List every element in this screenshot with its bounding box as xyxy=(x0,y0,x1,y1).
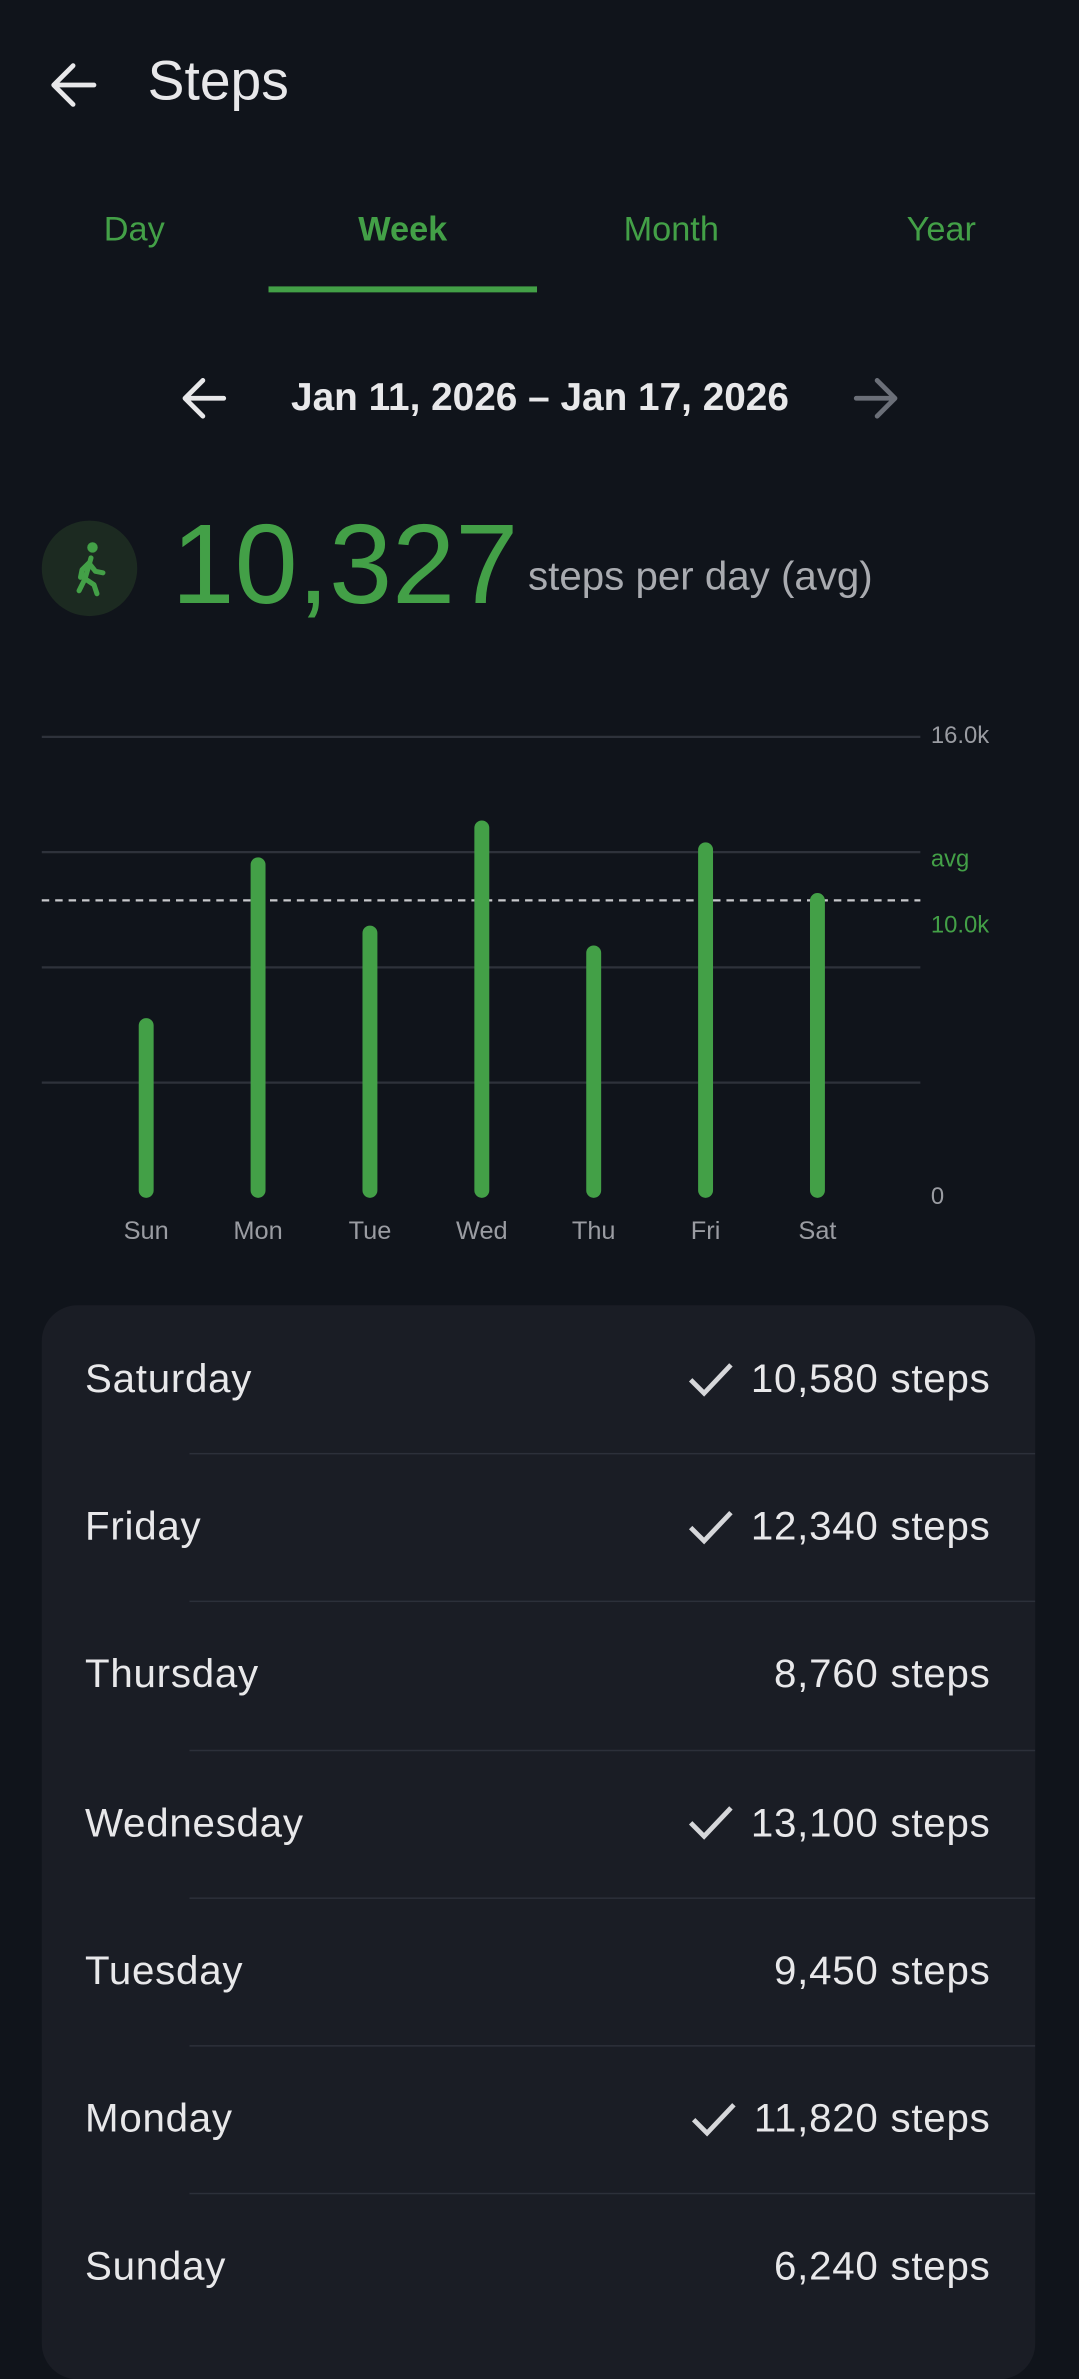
day-row[interactable]: Saturday 10,580 steps xyxy=(42,1305,1035,1453)
tab-bar: Day Week Month Year xyxy=(104,210,976,293)
y-tick-label: 10.0k xyxy=(931,911,989,938)
bar xyxy=(809,893,825,1198)
screen-title: Steps xyxy=(148,50,289,112)
day-row[interactable]: Tuesday 9,450 steps xyxy=(42,1897,1036,2045)
day-name: Monday xyxy=(85,2095,233,2141)
average-unit: steps per day (avg) xyxy=(528,553,873,598)
day-steps-group: 10,580 steps xyxy=(688,1356,990,1402)
check-mark xyxy=(689,1806,734,1840)
next-range[interactable] xyxy=(853,377,898,419)
bar xyxy=(362,925,378,1198)
day-steps-group: 6,240 steps xyxy=(774,2244,990,2290)
goal-check xyxy=(689,1510,734,1545)
bar xyxy=(698,842,714,1198)
goal-check xyxy=(689,1806,734,1840)
goal-check xyxy=(689,1362,734,1397)
day-steps-group: 11,820 steps xyxy=(691,2096,990,2142)
day-steps: 6,240 steps xyxy=(774,2243,991,2289)
steps-chart: 0 10.0k 16.0k avg Sun Mon Tue Wed Thu Fri Sat xyxy=(41,722,989,1245)
prev-arrow xyxy=(182,377,227,419)
day-steps: 9,450 steps xyxy=(774,1947,991,1993)
x-tick-label: Sun xyxy=(124,1217,169,1245)
day-row[interactable]: Friday 12,340 steps xyxy=(42,1453,1036,1601)
x-tick-label: Thu xyxy=(572,1217,616,1245)
day-name: Friday xyxy=(85,1504,202,1549)
y-tick-label: 16.0k xyxy=(931,722,989,749)
day-steps: 11,820 steps xyxy=(753,2095,991,2141)
day-steps: 8,760 steps xyxy=(774,1652,991,1697)
day-name: Thursday xyxy=(85,1652,259,1697)
day-name: Tuesday xyxy=(85,1947,244,1993)
tab[interactable]: Day xyxy=(104,210,166,248)
x-tick-label: Wed xyxy=(456,1217,508,1245)
x-tick-label: Mon xyxy=(233,1217,282,1245)
day-steps-group: 13,100 steps xyxy=(688,1800,990,1846)
day-row[interactable]: Sunday 6,240 steps xyxy=(42,2192,1036,2341)
tab-indicator xyxy=(268,286,538,293)
steps-screen: Steps Day Week Month Year Jan 11, 2026 – Ja… xyxy=(41,50,989,1245)
check-mark xyxy=(692,2102,737,2136)
bar xyxy=(138,1018,154,1198)
goal-check xyxy=(692,2102,737,2136)
day-steps: 10,580 steps xyxy=(750,1356,991,1401)
daily-list: Saturday 10,580 steps Friday 12,340 steps Th… xyxy=(41,1305,1036,2379)
bar xyxy=(586,945,602,1198)
back-button[interactable] xyxy=(51,63,97,107)
day-name: Saturday xyxy=(85,1356,253,1401)
day-steps-group: 9,450 steps xyxy=(774,1948,990,1994)
tab[interactable]: Year xyxy=(907,210,976,248)
day-name: Wednesday xyxy=(85,1799,304,1845)
day-steps-group: 8,760 steps xyxy=(774,1652,990,1698)
date-range: Jan 11, 2026 – Jan 17, 2026 xyxy=(291,376,789,419)
walk-icon xyxy=(76,542,106,597)
day-name: Sunday xyxy=(85,2243,227,2289)
x-tick-label: Fri xyxy=(691,1217,721,1245)
tab[interactable]: Week xyxy=(358,210,448,248)
day-steps: 12,340 steps xyxy=(750,1504,991,1549)
next-arrow xyxy=(853,377,898,419)
day-row[interactable]: Thursday 8,760 steps xyxy=(42,1601,1036,1749)
x-tick-label: Tue xyxy=(349,1217,392,1245)
average-value: 10,327 xyxy=(172,501,519,628)
bar xyxy=(474,820,490,1198)
day-row[interactable]: Wednesday 13,100 steps xyxy=(42,1749,1036,1897)
bar xyxy=(250,857,266,1198)
average-label: avg xyxy=(931,845,969,872)
x-tick-label: Sat xyxy=(798,1217,836,1245)
back-arrow xyxy=(51,63,97,107)
check-mark xyxy=(689,1362,734,1397)
y-tick-label: 0 xyxy=(931,1183,944,1210)
day-steps-group: 12,340 steps xyxy=(688,1504,990,1550)
day-steps: 13,100 steps xyxy=(750,1799,991,1845)
check-mark xyxy=(689,1510,734,1545)
day-row[interactable]: Monday 11,820 steps xyxy=(42,2045,1036,2193)
tab[interactable]: Month xyxy=(624,210,719,248)
prev-range[interactable] xyxy=(182,377,227,419)
